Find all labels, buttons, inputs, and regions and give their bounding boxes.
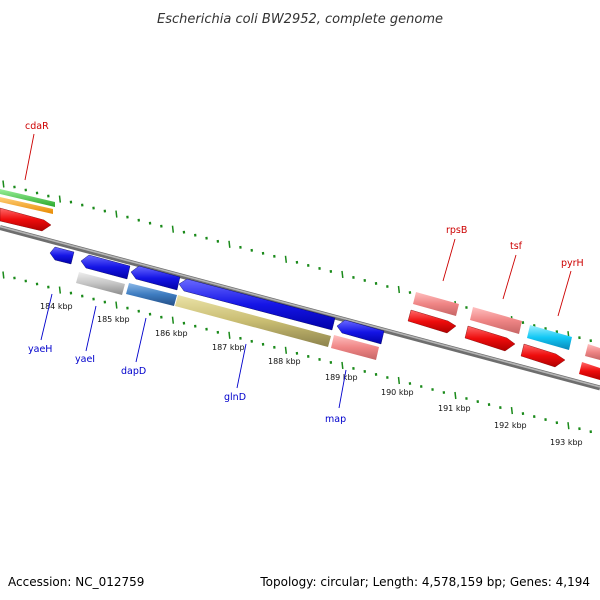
cdaR-leader bbox=[24, 133, 35, 181]
dapD-misc-feature bbox=[126, 283, 177, 306]
gene-label-dapD[interactable]: dapD bbox=[121, 366, 146, 377]
gene-label-yaeI[interactable]: yaeI bbox=[75, 354, 95, 365]
scale-label-189: 189 kbp bbox=[325, 373, 358, 382]
yaeH-gene-arrow[interactable] bbox=[49, 246, 75, 265]
tick-mark bbox=[341, 270, 344, 278]
tick-mark bbox=[2, 271, 5, 279]
scale-label-193: 193 kbp bbox=[550, 438, 583, 447]
genome-backbone bbox=[0, 225, 600, 391]
tsf-cds-arrow[interactable] bbox=[464, 325, 516, 352]
tsf-leader bbox=[502, 254, 517, 300]
yaeI-leader bbox=[85, 305, 97, 352]
tsf-gene-box[interactable] bbox=[470, 307, 522, 334]
gene-label-map[interactable]: map bbox=[325, 414, 346, 425]
tick-mark bbox=[510, 407, 514, 415]
accession-text: Accession: NC_012759 bbox=[8, 575, 144, 589]
pyrH-leader bbox=[557, 270, 572, 317]
genome-summary-text: Topology: circular; Length: 4,578,159 bp… bbox=[259, 575, 590, 589]
tick-mark bbox=[115, 210, 118, 218]
orange-feature bbox=[0, 197, 53, 214]
gene-label-leaders bbox=[24, 133, 572, 409]
green-feature bbox=[0, 189, 55, 207]
rpsB-cds-arrow[interactable] bbox=[407, 309, 457, 334]
scale-label-184: 184 kbp bbox=[40, 302, 73, 311]
yaeI-gene-arrow[interactable] bbox=[80, 254, 131, 280]
scale-labels: 184 kbp 185 kbp 186 kbp 187 kbp 188 kbp … bbox=[40, 302, 583, 447]
pyrH-gene-box[interactable] bbox=[527, 325, 572, 350]
tick-mark bbox=[171, 316, 175, 324]
forward-strand-features bbox=[0, 189, 600, 380]
map-title: Escherichia coli BW2952, complete genome bbox=[157, 12, 443, 27]
tick-mark bbox=[58, 286, 62, 294]
rpsB-gene-box[interactable] bbox=[413, 292, 459, 316]
next-gene-box bbox=[585, 344, 600, 360]
gene-label-glnD[interactable]: glnD bbox=[224, 392, 246, 403]
gene-label-cdaR[interactable]: cdaR bbox=[25, 121, 49, 132]
reverse-strand-features bbox=[49, 246, 385, 360]
glnD-leader bbox=[236, 343, 247, 389]
dapD-gene-arrow[interactable] bbox=[130, 265, 181, 291]
tick-mark bbox=[115, 301, 118, 309]
cdaR-gene-arrow[interactable] bbox=[0, 207, 52, 232]
gene-label-yaeH[interactable]: yaeH bbox=[28, 344, 52, 355]
next-cds-arrow bbox=[579, 362, 600, 380]
scale-label-188: 188 kbp bbox=[268, 357, 301, 366]
gene-labels: cdaR rpsB tsf pyrH yaeH yaeI dapD glnD m… bbox=[25, 121, 584, 425]
tick-mark bbox=[284, 255, 288, 263]
tick-mark bbox=[228, 331, 231, 339]
yaeH-leader bbox=[40, 293, 53, 341]
tick-mark bbox=[171, 225, 175, 233]
tick-mark bbox=[397, 376, 401, 385]
yaeI-misc-feature bbox=[76, 272, 125, 295]
tick-mark bbox=[567, 422, 570, 430]
scale-label-185: 185 kbp bbox=[97, 315, 130, 324]
genome-backbone-highlight bbox=[0, 225, 600, 388]
scale-label-192: 192 kbp bbox=[494, 421, 527, 430]
dapD-leader bbox=[135, 317, 147, 363]
scale-label-186: 186 kbp bbox=[155, 329, 188, 338]
tick-mark bbox=[228, 240, 231, 248]
scale-label-190: 190 kbp bbox=[381, 388, 414, 397]
tick-mark bbox=[2, 180, 5, 188]
scale-label-187: 187 kbp bbox=[212, 343, 245, 352]
inner-tick-track bbox=[2, 271, 592, 434]
gene-label-pyrH[interactable]: pyrH bbox=[561, 258, 584, 269]
rpsB-leader bbox=[442, 238, 456, 282]
tick-mark bbox=[341, 361, 344, 369]
tick-mark bbox=[397, 285, 401, 294]
map-gene-arrow[interactable] bbox=[336, 319, 385, 345]
tick-mark bbox=[454, 391, 457, 400]
map-misc-feature bbox=[331, 335, 379, 360]
tick-mark bbox=[284, 346, 288, 354]
glnD-gene-arrow[interactable] bbox=[178, 278, 336, 331]
pyrH-cds-arrow[interactable] bbox=[520, 343, 566, 368]
map-leader bbox=[338, 369, 347, 409]
gene-label-tsf[interactable]: tsf bbox=[510, 241, 523, 252]
tick-mark bbox=[58, 195, 62, 203]
glnD-misc-feature bbox=[175, 295, 331, 347]
gene-label-rpsB[interactable]: rpsB bbox=[446, 225, 467, 236]
scale-label-191: 191 kbp bbox=[438, 404, 471, 413]
